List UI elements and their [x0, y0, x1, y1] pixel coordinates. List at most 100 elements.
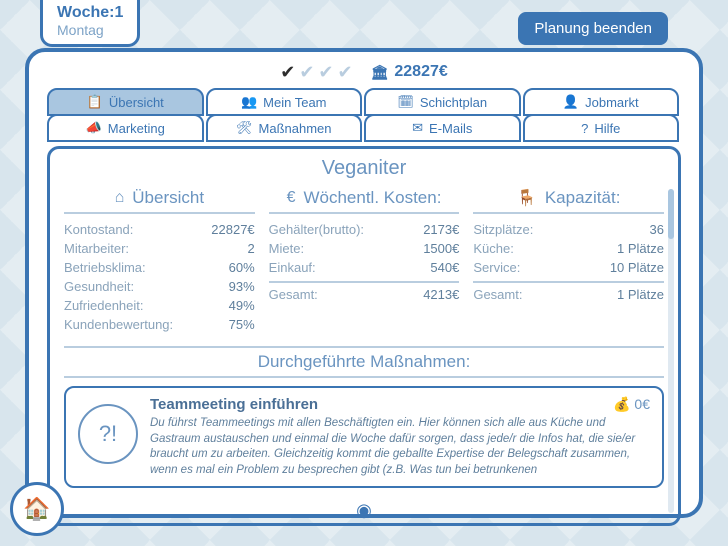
euro-icon: €	[287, 189, 296, 207]
capacity-label: Küche:	[473, 241, 513, 256]
capacity-label: Sitzplätze:	[473, 222, 533, 237]
measure-title: Teammeeting einführen	[150, 396, 318, 413]
tab-label: Schichtplan	[420, 95, 487, 110]
main-panel: Veganiter ⌂ Übersicht Kontostand: 22827€ M…	[47, 146, 681, 526]
overview-label: Zufriedenheit:	[64, 298, 144, 313]
house-icon: ⌂	[115, 189, 125, 207]
capacity-title: Kapazität:	[545, 188, 621, 208]
tab-label: Marketing	[108, 121, 165, 136]
overview-title: Übersicht	[132, 188, 204, 208]
tab-icon: 📋	[87, 94, 103, 110]
costs-row: Miete: 1500€	[269, 239, 460, 258]
tab-icon: ✉	[412, 120, 423, 136]
check-done-icon: ✔	[280, 62, 295, 83]
week-number: Woche:1	[57, 4, 123, 22]
costs-total-label: Gesamt:	[269, 287, 318, 302]
costs-label: Miete:	[269, 241, 304, 256]
monitor-frame: ✔✔✔✔ 🏛 22827€ 📋Übersicht👥Mein Team🗓Schic…	[25, 48, 703, 518]
costs-value: 1500€	[423, 241, 459, 256]
capacity-row: Service: 10 Plätze	[473, 258, 664, 277]
restaurant-name: Veganiter	[64, 157, 664, 180]
costs-row: Gehälter(brutto): 2173€	[269, 220, 460, 239]
tab-label: Mein Team	[263, 95, 326, 110]
costs-total-value: 4213€	[423, 287, 459, 302]
overview-value: 93%	[229, 279, 255, 294]
costs-row: Einkauf: 540€	[269, 258, 460, 277]
costs-column: € Wöchentl. Kosten: Gehälter(brutto): 217…	[269, 188, 460, 334]
weekday: Montag	[57, 22, 123, 38]
overview-label: Mitarbeiter:	[64, 241, 129, 256]
check-pending-icon: ✔	[338, 62, 353, 83]
tab-bar: 📋 Übersicht 👥 Mein Team 🗓 Schichtplan 👤 Jobmark…	[47, 88, 681, 140]
overview-column: ⌂ Übersicht Kontostand: 22827€ Mitarbeiter…	[64, 188, 255, 334]
tab-meinteam[interactable]: 👥 Mein Team	[206, 88, 363, 116]
bank-icon: 🏛	[371, 64, 389, 81]
end-planning-button[interactable]: Planung beenden	[518, 12, 668, 45]
capacity-column: 🪑 Kapazität: Sitzplätze: 36 Küche: 1 Plätze…	[473, 188, 664, 334]
capacity-label: Service:	[473, 260, 520, 275]
balance-display: 🏛 22827€	[371, 63, 448, 81]
overview-value: 49%	[229, 298, 255, 313]
tab-manahmen[interactable]: 🛠Maßnahmen	[206, 114, 363, 142]
tab-icon: 🗓	[397, 94, 414, 110]
costs-value: 2173€	[423, 222, 459, 237]
home-icon: 🏠	[23, 496, 50, 522]
tab-label: Maßnahmen	[259, 121, 332, 136]
overview-value: 75%	[229, 317, 255, 332]
tab-emails[interactable]: ✉ E-Mails	[364, 114, 521, 142]
overview-row: Mitarbeiter: 2	[64, 239, 255, 258]
week-badge: Woche:1 Montag	[40, 0, 140, 47]
capacity-total-row: Gesamt: 1 Plätze	[473, 281, 664, 304]
costs-title: Wöchentl. Kosten:	[303, 188, 441, 208]
home-button[interactable]: 🏠	[10, 482, 64, 536]
capacity-row: Sitzplätze: 36	[473, 220, 664, 239]
tab-label: E-Mails	[429, 121, 472, 136]
topbar: ✔✔✔✔ 🏛 22827€	[47, 60, 681, 84]
scrollbar[interactable]	[668, 189, 674, 513]
costs-value: 540€	[430, 260, 459, 275]
measures-section-title: Durchgeführte Maßnahmen:	[64, 346, 664, 378]
balance-value: 22827€	[394, 63, 447, 81]
tab-hilfe[interactable]: ? Hilfe	[523, 114, 680, 142]
capacity-total-label: Gesamt:	[473, 287, 522, 302]
tab-label: Hilfe	[594, 121, 620, 136]
overview-row: Gesundheit: 93%	[64, 277, 255, 296]
tab-label: Jobmarkt	[585, 95, 638, 110]
progress-checks: ✔✔✔✔	[280, 62, 352, 83]
measure-icon: ?!	[78, 404, 138, 464]
capacity-value: 1 Plätze	[617, 241, 664, 256]
overview-value: 60%	[229, 260, 255, 275]
tab-marketing[interactable]: 📣 Marketing	[47, 114, 204, 142]
capacity-value: 10 Plätze	[610, 260, 664, 275]
check-pending-icon: ✔	[318, 62, 333, 83]
measure-description: Du führst Teammeetings mit allen Beschäf…	[150, 416, 650, 478]
brand-logo-icon: ◉	[356, 500, 372, 521]
tab-label: Übersicht	[109, 95, 164, 110]
costs-total-row: Gesamt: 4213€	[269, 281, 460, 304]
tab-bersicht[interactable]: 📋 Übersicht	[47, 88, 204, 116]
capacity-row: Küche: 1 Plätze	[473, 239, 664, 258]
overview-value: 2	[247, 241, 254, 256]
tab-icon: 👤	[563, 94, 579, 110]
tab-icon: ?	[581, 121, 588, 136]
overview-row: Kontostand: 22827€	[64, 220, 255, 239]
measure-card[interactable]: ?! Teammeeting einführen 💰 0€ Du führst Tea…	[64, 386, 664, 488]
overview-row: Zufriedenheit: 49%	[64, 296, 255, 315]
capacity-total-value: 1 Plätze	[617, 287, 664, 302]
tab-icon: 📣	[86, 120, 102, 136]
overview-row: Kundenbewertung:75%	[64, 315, 255, 334]
overview-label: Gesundheit:	[64, 279, 134, 294]
overview-row: Betriebsklima: 60%	[64, 258, 255, 277]
costs-label: Gehälter(brutto):	[269, 222, 364, 237]
tab-icon: 👥	[241, 94, 257, 110]
costs-label: Einkauf:	[269, 260, 316, 275]
overview-label: Kontostand:	[64, 222, 133, 237]
tab-schichtplan[interactable]: 🗓 Schichtplan	[364, 88, 521, 116]
overview-value: 22827€	[211, 222, 254, 237]
overview-label: Betriebsklima:	[64, 260, 146, 275]
measure-cost: 💰 0€	[613, 396, 650, 413]
chair-icon: 🪑	[517, 188, 537, 208]
check-pending-icon: ✔	[299, 62, 314, 83]
capacity-value: 36	[650, 222, 664, 237]
tab-jobmarkt[interactable]: 👤 Jobmarkt	[523, 88, 680, 116]
